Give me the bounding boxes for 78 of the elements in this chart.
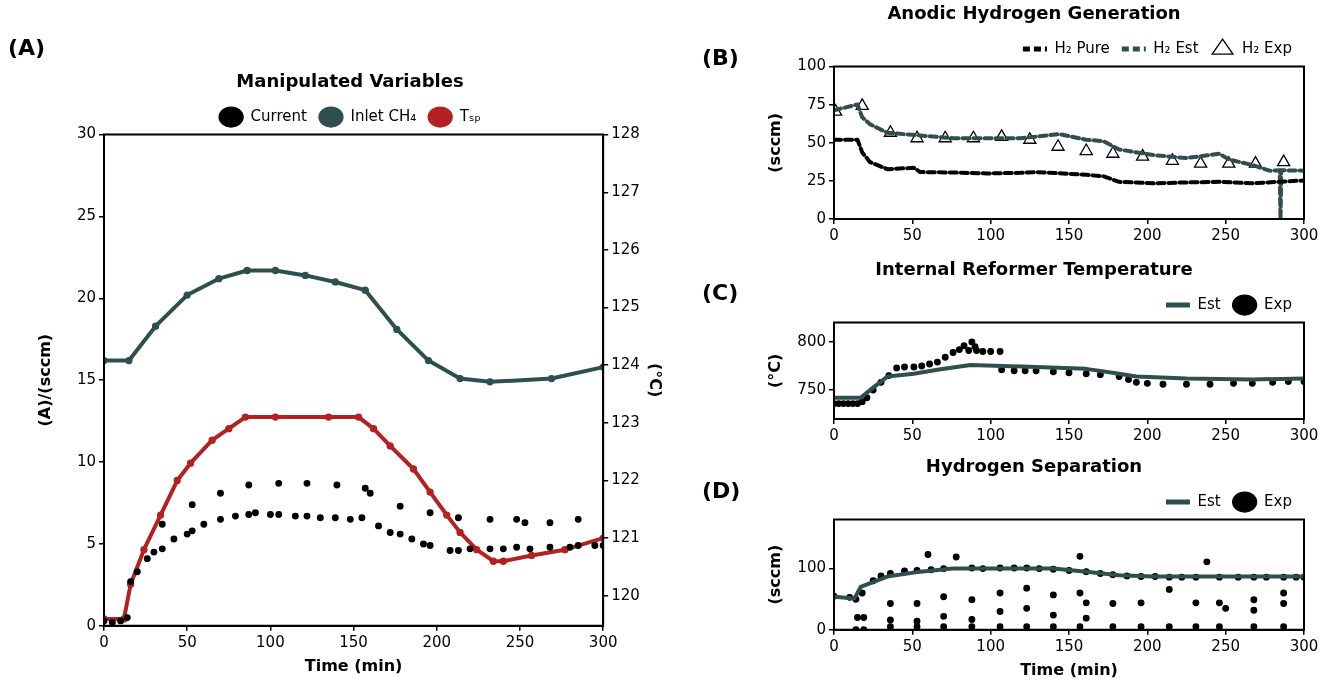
x-tick-label: 150 — [1054, 225, 1084, 244]
y-tick-label: 75 — [806, 94, 826, 113]
x-tick-label: 300 — [1289, 225, 1319, 244]
y2-tick-label: 124 — [611, 355, 640, 374]
y-tick-label: 800 — [797, 331, 826, 350]
y-tick-label: 100 — [797, 56, 826, 75]
legend-label: Inlet CH₄ — [350, 106, 417, 125]
legend-label: H₂ Pure — [1054, 38, 1110, 57]
legend-label: Tₛₚ — [458, 106, 481, 125]
x-tick-label: 100 — [976, 636, 1005, 655]
text: (A) — [8, 35, 46, 60]
legend-label: H₂ Exp — [1242, 38, 1292, 57]
x-tick-label: 50 — [177, 632, 197, 651]
y-tick-label: 0 — [816, 208, 826, 227]
x-tick-label: 0 — [99, 632, 109, 651]
legend-label: H₂ Est — [1153, 38, 1199, 57]
chart-title: Internal Reformer Temperature — [875, 258, 1193, 280]
legend-label: Est — [1197, 491, 1221, 510]
x-tick-label: 250 — [1211, 636, 1240, 655]
x-axis-title: Time (min) — [1020, 659, 1118, 679]
x-tick-label: 100 — [256, 632, 285, 651]
y-axis-title: (°C) — [764, 353, 784, 388]
y-tick-label: 25 — [76, 206, 96, 225]
legend-label: Exp — [1264, 491, 1293, 510]
y2-tick-label: 125 — [611, 297, 640, 316]
y-tick-label: 25 — [806, 170, 826, 189]
x-tick-label: 200 — [1133, 225, 1162, 244]
y-tick-label: 20 — [76, 288, 96, 307]
x-tick-label: 300 — [588, 632, 618, 651]
x-tick-label: 0 — [829, 636, 839, 655]
y2-tick-label: 120 — [611, 585, 640, 604]
x-tick-label: 50 — [902, 225, 922, 244]
y-tick-label: 10 — [76, 451, 96, 470]
y2-tick-label: 126 — [611, 239, 640, 258]
y2-tick-label: 122 — [611, 470, 640, 489]
y-tick-label: 750 — [797, 379, 826, 398]
x-tick-label: 250 — [505, 632, 535, 651]
x-tick-label: 200 — [1133, 425, 1162, 444]
y-tick-label: 30 — [76, 124, 96, 143]
x-tick-label: 100 — [976, 425, 1005, 444]
x-tick-label: 0 — [829, 425, 839, 444]
x-axis-title: Time (min) — [304, 655, 403, 675]
x-tick-label: 250 — [1211, 425, 1240, 444]
x-tick-label: 200 — [422, 632, 452, 651]
chart-title: Anodic Hydrogen Generation — [887, 2, 1181, 24]
x-tick-label: 0 — [829, 225, 839, 244]
x-tick-label: 100 — [976, 225, 1005, 244]
y-axis-title: (sccm) — [764, 544, 784, 605]
legend-label: Exp — [1264, 294, 1293, 313]
x-tick-label: 150 — [1054, 425, 1084, 444]
chart-title: Manipulated Variables — [236, 70, 464, 92]
y2-tick-label: 123 — [611, 412, 640, 431]
y-tick-label: 0 — [816, 619, 826, 638]
y2-axis-title: (°C) — [646, 363, 666, 398]
text: (D) — [702, 478, 741, 503]
y2-tick-label: 127 — [611, 182, 640, 201]
y-tick-label: 100 — [797, 558, 826, 577]
x-tick-label: 150 — [1054, 636, 1084, 655]
chart-title: Hydrogen Separation — [925, 455, 1143, 477]
y-tick-label: 5 — [86, 533, 96, 552]
y2-tick-label: 128 — [611, 124, 640, 143]
legend-label: Current — [250, 106, 308, 125]
legend-label: Est — [1197, 294, 1221, 313]
text: (C) — [702, 280, 739, 305]
y-tick-label: 0 — [86, 615, 96, 634]
x-tick-label: 250 — [1211, 225, 1240, 244]
y2-tick-label: 121 — [611, 528, 640, 547]
text: (B) — [702, 45, 739, 70]
x-tick-label: 50 — [902, 636, 922, 655]
x-tick-label: 50 — [902, 425, 922, 444]
x-tick-label: 300 — [1289, 425, 1319, 444]
x-tick-label: 300 — [1289, 636, 1319, 655]
y-tick-label: 15 — [76, 370, 96, 389]
x-tick-label: 200 — [1133, 636, 1162, 655]
y-axis-title: (sccm) — [764, 112, 784, 173]
x-tick-label: 150 — [339, 632, 368, 651]
y-axis-title: (A)/(sccm) — [34, 333, 54, 427]
y-tick-label: 50 — [806, 132, 826, 151]
